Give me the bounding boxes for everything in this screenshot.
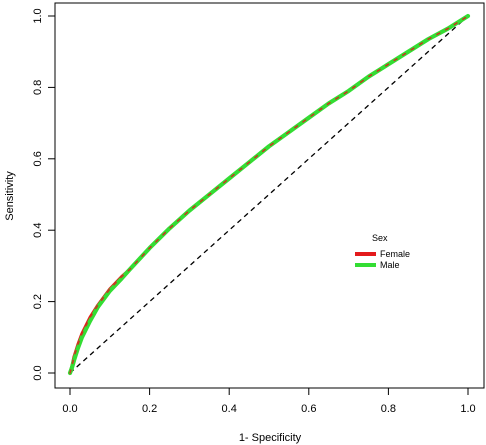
x-tick-label: 0.0 <box>62 403 77 415</box>
legend-label-male: Male <box>380 260 400 270</box>
x-axis-title: 1- Specificity <box>239 432 302 444</box>
series-line-female-overlay <box>69 15 469 374</box>
x-tick-label: 0.8 <box>381 403 396 415</box>
legend-label-female: Female <box>380 249 410 259</box>
x-tick-label: 0.4 <box>222 403 237 415</box>
x-tick-label: 0.6 <box>301 403 316 415</box>
x-tick-label: 1.0 <box>460 403 475 415</box>
legend-title: Sex <box>372 233 388 243</box>
y-tick-label: 1.0 <box>32 8 44 23</box>
reference-diagonal-line <box>69 15 469 374</box>
y-axis-title: Sensitivity <box>4 171 16 221</box>
y-tick-label: 0.2 <box>32 294 44 309</box>
y-tick-label: 0.0 <box>32 365 44 380</box>
y-tick-label: 0.4 <box>32 223 44 238</box>
y-tick-label: 0.8 <box>32 80 44 95</box>
y-tick-label: 0.6 <box>32 151 44 166</box>
axes-ticks: 0.0 0.2 0.4 0.6 0.8 1.0 0.0 0.2 0.4 0.6 0.8 1.0 <box>32 8 476 415</box>
series-layer <box>67 13 471 376</box>
x-tick-label: 0.2 <box>142 403 157 415</box>
legend: Sex Female Male <box>355 233 410 270</box>
plot-frame <box>54 2 485 389</box>
